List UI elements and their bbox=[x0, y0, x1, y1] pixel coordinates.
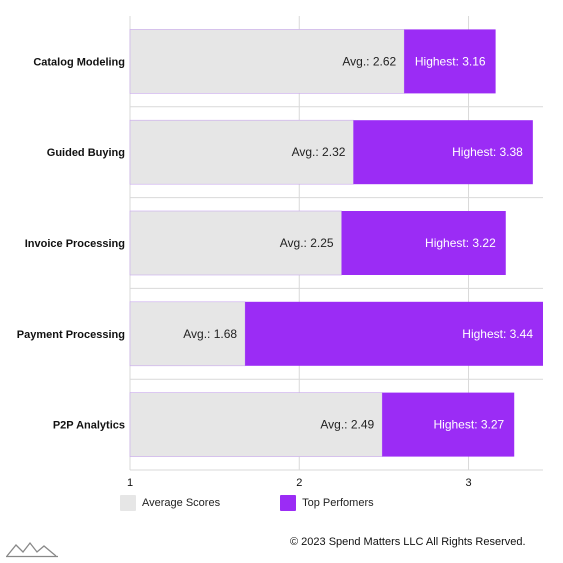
legend-item-top: Top Perfomers bbox=[280, 495, 374, 511]
bar-average bbox=[129, 392, 383, 457]
bar-average bbox=[129, 119, 354, 185]
bar-top-performer bbox=[353, 120, 533, 185]
legend-swatch-top bbox=[280, 495, 297, 511]
bar-top-performer bbox=[382, 392, 515, 457]
category-label: P2P Analytics bbox=[53, 420, 125, 432]
category-label: Catalog Modeling bbox=[33, 56, 125, 68]
legend-label-average: Average Scores bbox=[142, 497, 221, 509]
copyright-text: © 2023 Spend Matters LLC All Rights Rese… bbox=[290, 536, 526, 548]
data-label-top: Highest: 3.27 bbox=[434, 418, 505, 432]
category-label: Invoice Processing bbox=[25, 238, 125, 250]
data-label-average: Avg.: 2.62 bbox=[342, 54, 396, 68]
x-tick-label: 3 bbox=[465, 477, 471, 489]
legend-label-top: Top Perfomers bbox=[302, 497, 374, 509]
category-label: Payment Processing bbox=[17, 329, 125, 341]
data-label-average: Avg.: 2.32 bbox=[292, 145, 346, 159]
data-label-average: Avg.: 1.68 bbox=[183, 327, 237, 341]
x-tick-label: 2 bbox=[296, 477, 302, 489]
bar-top-performer bbox=[245, 301, 543, 366]
bar-top-performer bbox=[341, 211, 506, 275]
legend: Average Scores Top Perfomers bbox=[120, 495, 374, 511]
labels: Catalog Modeling Avg.: 2.62 Highest: 3.16 G… bbox=[17, 54, 534, 431]
data-label-top: Highest: 3.22 bbox=[425, 236, 496, 250]
legend-swatch-average bbox=[120, 495, 136, 511]
data-label-top: Highest: 3.38 bbox=[452, 145, 523, 159]
x-axis: 1 2 3 bbox=[127, 469, 543, 489]
bar-average bbox=[129, 301, 246, 367]
data-label-top: Highest: 3.44 bbox=[462, 327, 533, 341]
bar-average bbox=[129, 29, 405, 94]
data-label-average: Avg.: 2.49 bbox=[320, 418, 374, 432]
bar-chart: Catalog Modeling Avg.: 2.62 Highest: 3.16 G… bbox=[17, 16, 543, 489]
bar-top-performer bbox=[404, 29, 496, 94]
bars bbox=[129, 29, 543, 457]
category-label: Guided Buying bbox=[47, 147, 125, 159]
spend-matters-logo-icon bbox=[6, 540, 58, 563]
legend-item-average: Average Scores bbox=[120, 495, 220, 511]
x-tick-label: 1 bbox=[127, 477, 133, 489]
bar-average bbox=[129, 210, 342, 276]
data-label-average: Avg.: 2.25 bbox=[280, 236, 334, 250]
data-label-top: Highest: 3.16 bbox=[415, 54, 486, 68]
